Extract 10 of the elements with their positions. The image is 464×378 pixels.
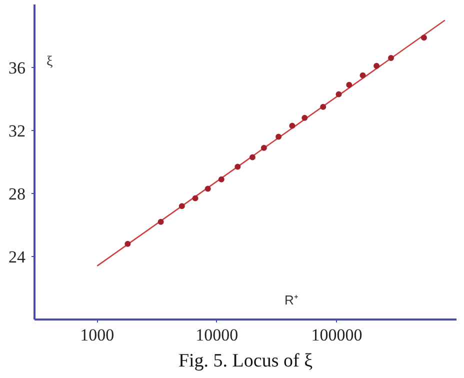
y-tick-label: 24	[8, 248, 26, 266]
x-tick-label: 10000	[196, 326, 238, 344]
y-tick-label: 36	[8, 58, 26, 78]
text: Fig. 5. Locus of ξ	[178, 350, 314, 372]
y-tick-label: 28	[8, 184, 26, 204]
y-tick-label: 32	[8, 122, 26, 140]
x-tick-label: 100000	[311, 326, 362, 344]
x-tick-label: 1000	[80, 326, 114, 344]
x-axis-title: R⁺	[284, 292, 298, 308]
y-axis-title: ξ	[46, 54, 53, 70]
